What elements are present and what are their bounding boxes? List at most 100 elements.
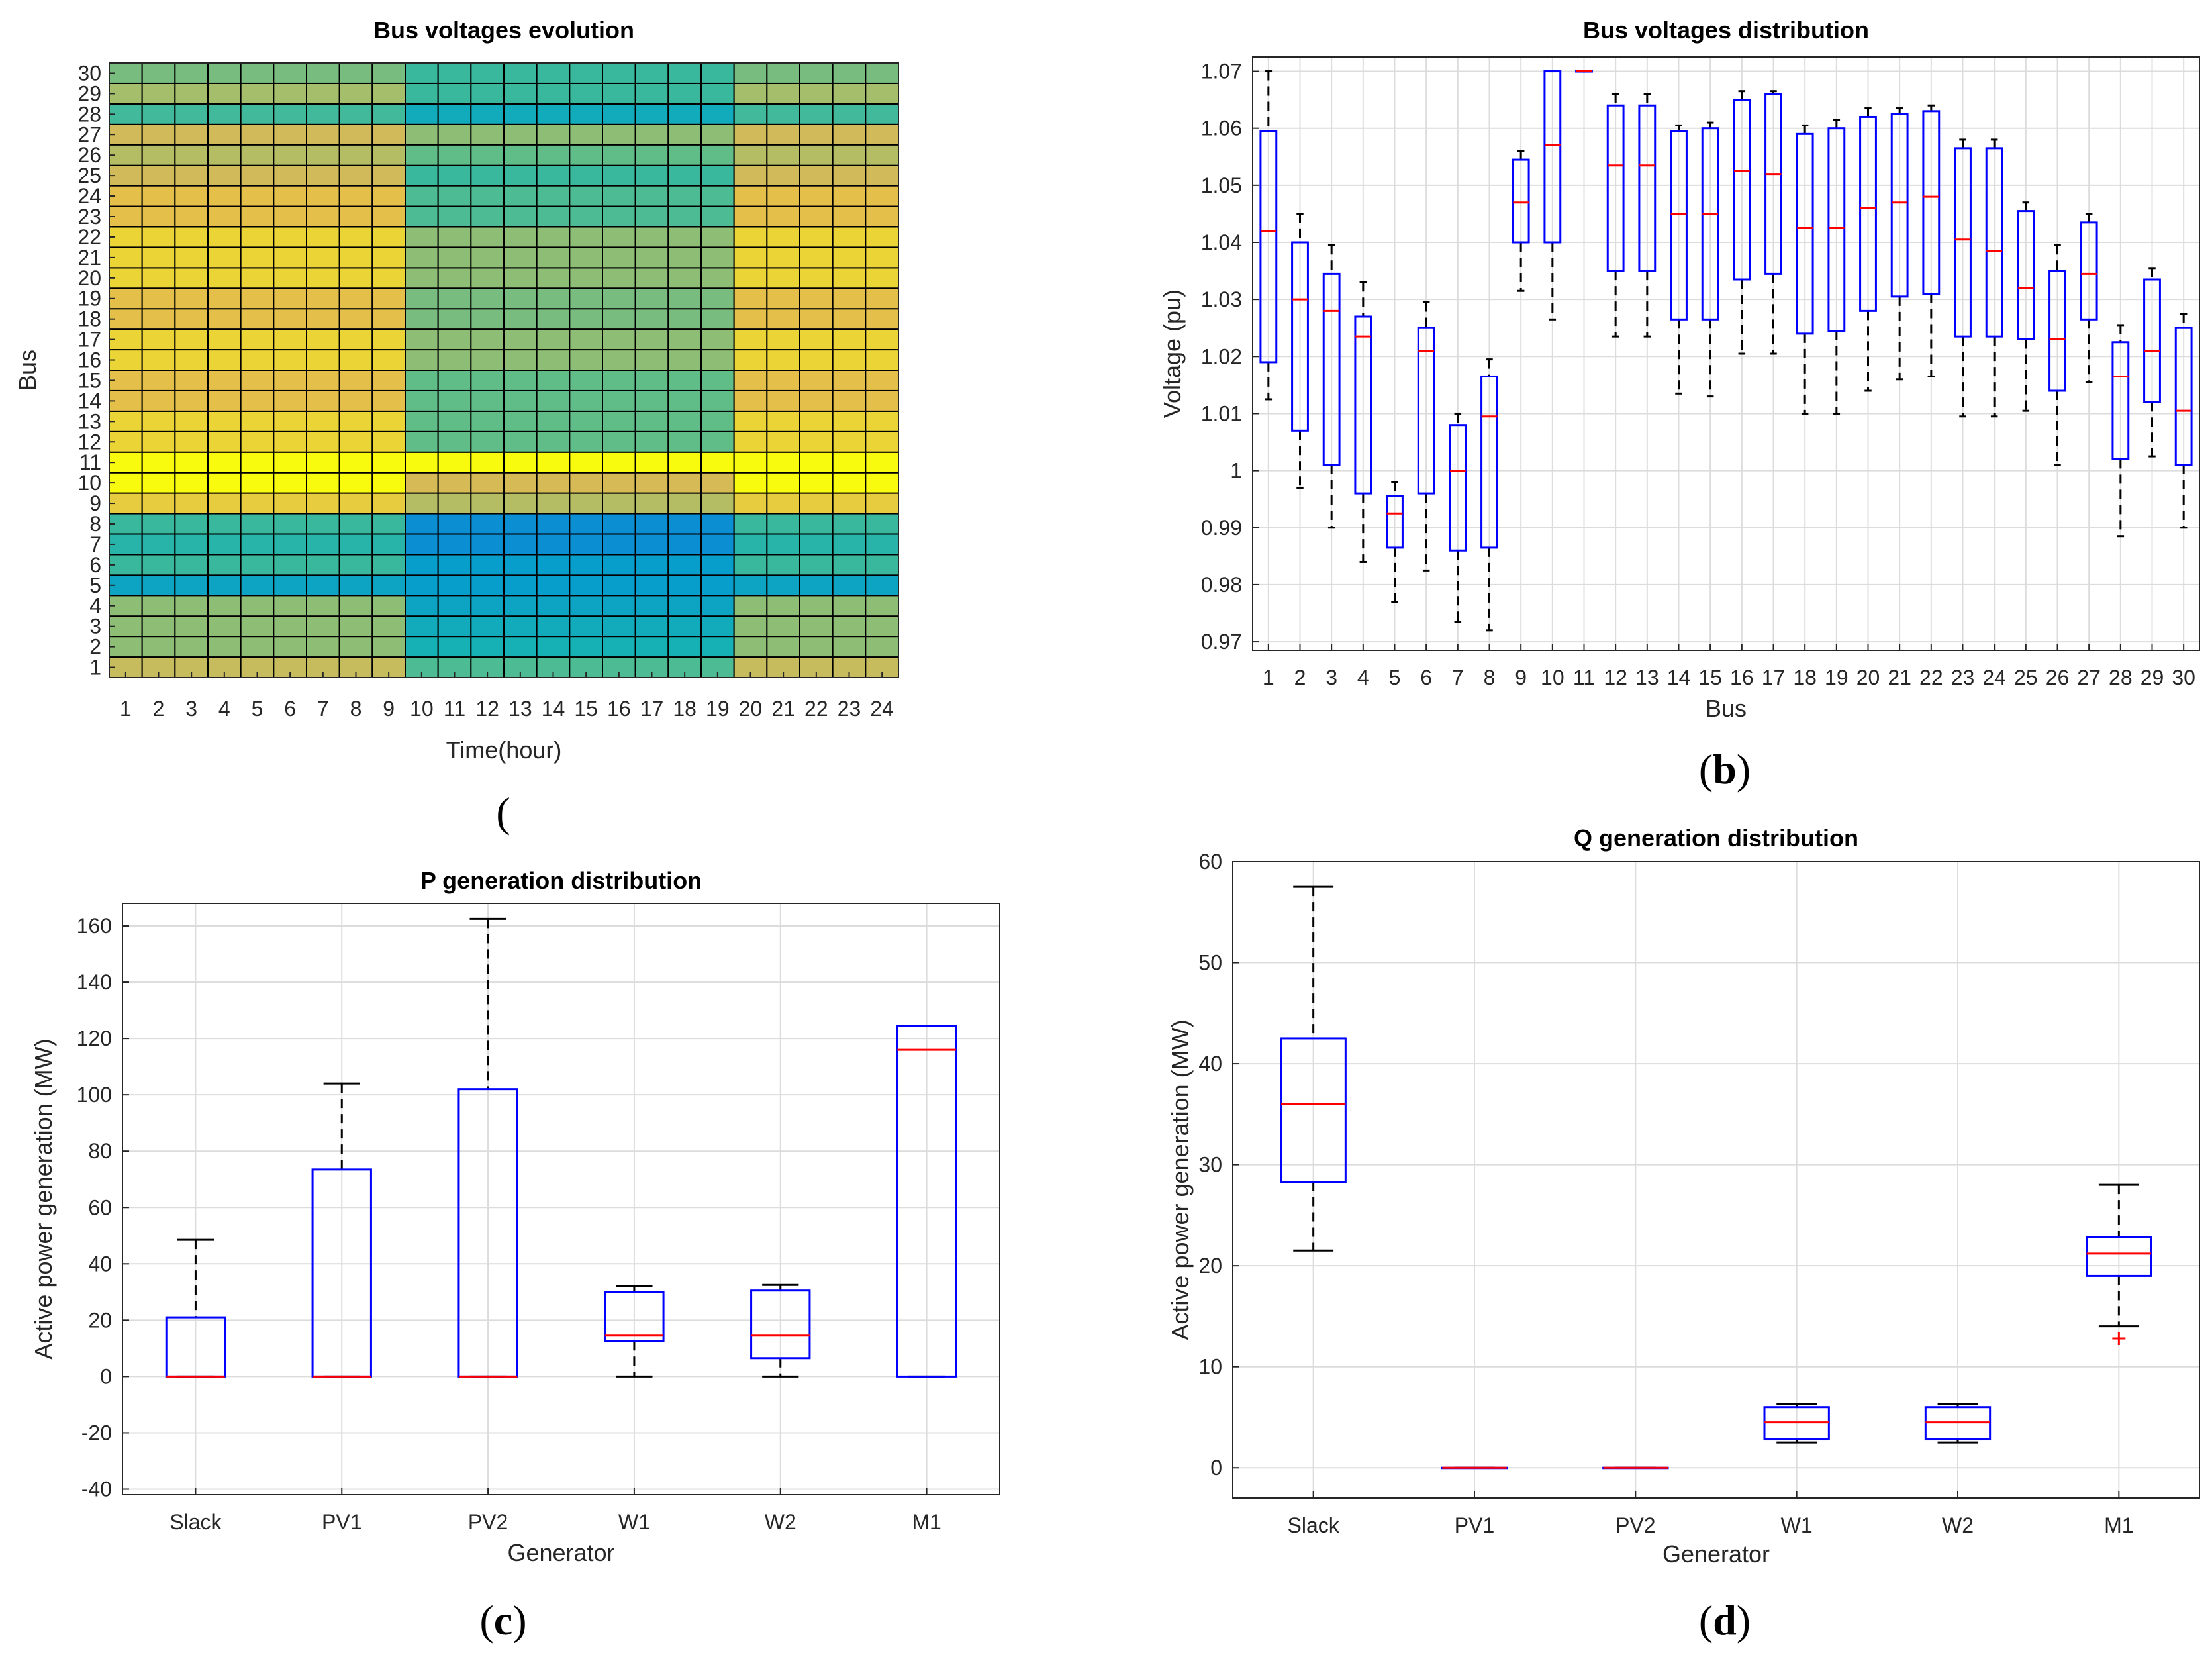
y-tick-label: 20 [88,1308,112,1332]
heatmap-cell [273,574,307,597]
heatmap-cell [799,389,834,412]
y-tick-label: 60 [88,1195,112,1219]
box-iqr [2086,1236,2152,1277]
heatmap-cell [503,123,538,146]
heatmap-cell [865,164,899,187]
heatmap-cell [602,430,636,453]
heatmap-cell [634,226,669,248]
heatmap-cell [470,308,505,330]
box-iqr [1954,147,1972,338]
x-tick-label: 3 [1325,666,1337,689]
heatmap-cell [141,349,176,372]
heatmap-cell [174,308,209,330]
heatmap-cell [536,410,571,432]
x-tick-label: 8 [1484,666,1496,689]
heatmap-cell [634,554,669,576]
heatmap-cell [634,328,669,351]
heatmap-cell [273,164,307,187]
x-tick-label: 6 [1420,666,1432,689]
heatmap-cell [207,226,242,248]
y-tick-label: -40 [81,1477,112,1501]
x-tick-label: 14 [1667,666,1691,689]
heatmap-cell [832,492,867,515]
heatmap-cell [602,185,636,207]
heatmap-cell [667,492,702,515]
heatmap-cell [338,103,373,125]
heatmap-cell [503,164,538,187]
box-iqr [1985,147,2003,338]
heatmap-cell [338,615,373,638]
heatmap-cell [865,430,899,453]
y-tick-label: 9 [89,491,101,515]
heatmap-cell [174,164,209,187]
heatmap-cell [371,267,407,289]
y-tick-label: 1.01 [1201,401,1242,425]
heatmap-cell [338,62,373,84]
heatmap-cell [634,533,669,556]
heatmap-cell [766,615,800,638]
heatmap-cell [766,430,800,453]
heatmap-cell [536,430,571,453]
heatmap-cell [700,574,735,597]
heatmap-cell [371,554,407,576]
heatmap-cell [141,246,176,269]
heatmap-cell [405,144,439,166]
heatmap-cell [141,123,176,146]
heatmap-cell [569,492,604,515]
heatmap-cell [437,430,472,453]
heatmap-cell [405,574,439,597]
heatmap-cell [503,144,538,166]
x-axis-label: Generator [507,1539,614,1566]
heatmap-cell [865,554,899,576]
x-tick-label: PV1 [1455,1513,1494,1537]
heatmap-cell [700,370,735,391]
heatmap-cell [273,513,307,535]
heatmap-cell [207,82,242,105]
heatmap-cell [405,185,439,207]
box-28 [2111,324,2130,538]
x-tick-label: W1 [618,1510,650,1534]
heatmap-cell [569,472,604,494]
heatmap-cell [437,205,472,228]
box-19 [1827,119,1846,415]
heatmap-cell [569,389,604,412]
caption-c: (c) [479,1597,526,1644]
box-iqr [1890,113,1909,298]
heatmap-cell [437,246,472,269]
heatmap-cell [667,451,702,474]
heatmap-cell [602,636,636,658]
heatmap-cell [405,472,439,494]
heatmap-cell [733,308,768,330]
heatmap-cell [240,513,275,535]
box-20 [1859,107,1877,392]
y-tick-label: 60 [1198,850,1222,874]
heatmap-cell [405,62,439,84]
heatmap-cell [273,533,307,556]
heatmap-cell [405,246,439,269]
heatmap-cell [141,103,176,125]
heatmap-cell [470,82,505,105]
x-tick-label: 24 [1982,666,2006,689]
box-9 [1512,150,1530,292]
heatmap-cell [700,492,735,515]
y-tick-label: 17 [77,328,101,352]
heatmap-cell [667,574,702,597]
outlier-M1 [2112,1331,2126,1345]
heatmap-cell [273,472,307,494]
heatmap-cell [766,472,800,494]
heatmap-cell [634,430,669,453]
heatmap-cell [569,574,604,597]
heatmap-cell [602,287,636,310]
heatmap-cell [700,595,735,617]
y-tick-label: 0.97 [1201,630,1242,654]
heatmap-cell [371,370,407,391]
heatmap-cell [503,533,538,556]
heatmap-cell [141,410,176,432]
heatmap-cell [832,595,867,617]
heatmap-cell [109,410,143,432]
heatmap-cell [536,492,571,515]
box-23 [1954,138,1972,418]
heatmap-cell [174,615,209,638]
heatmap-cell [240,226,275,248]
heatmap-cell [602,595,636,617]
